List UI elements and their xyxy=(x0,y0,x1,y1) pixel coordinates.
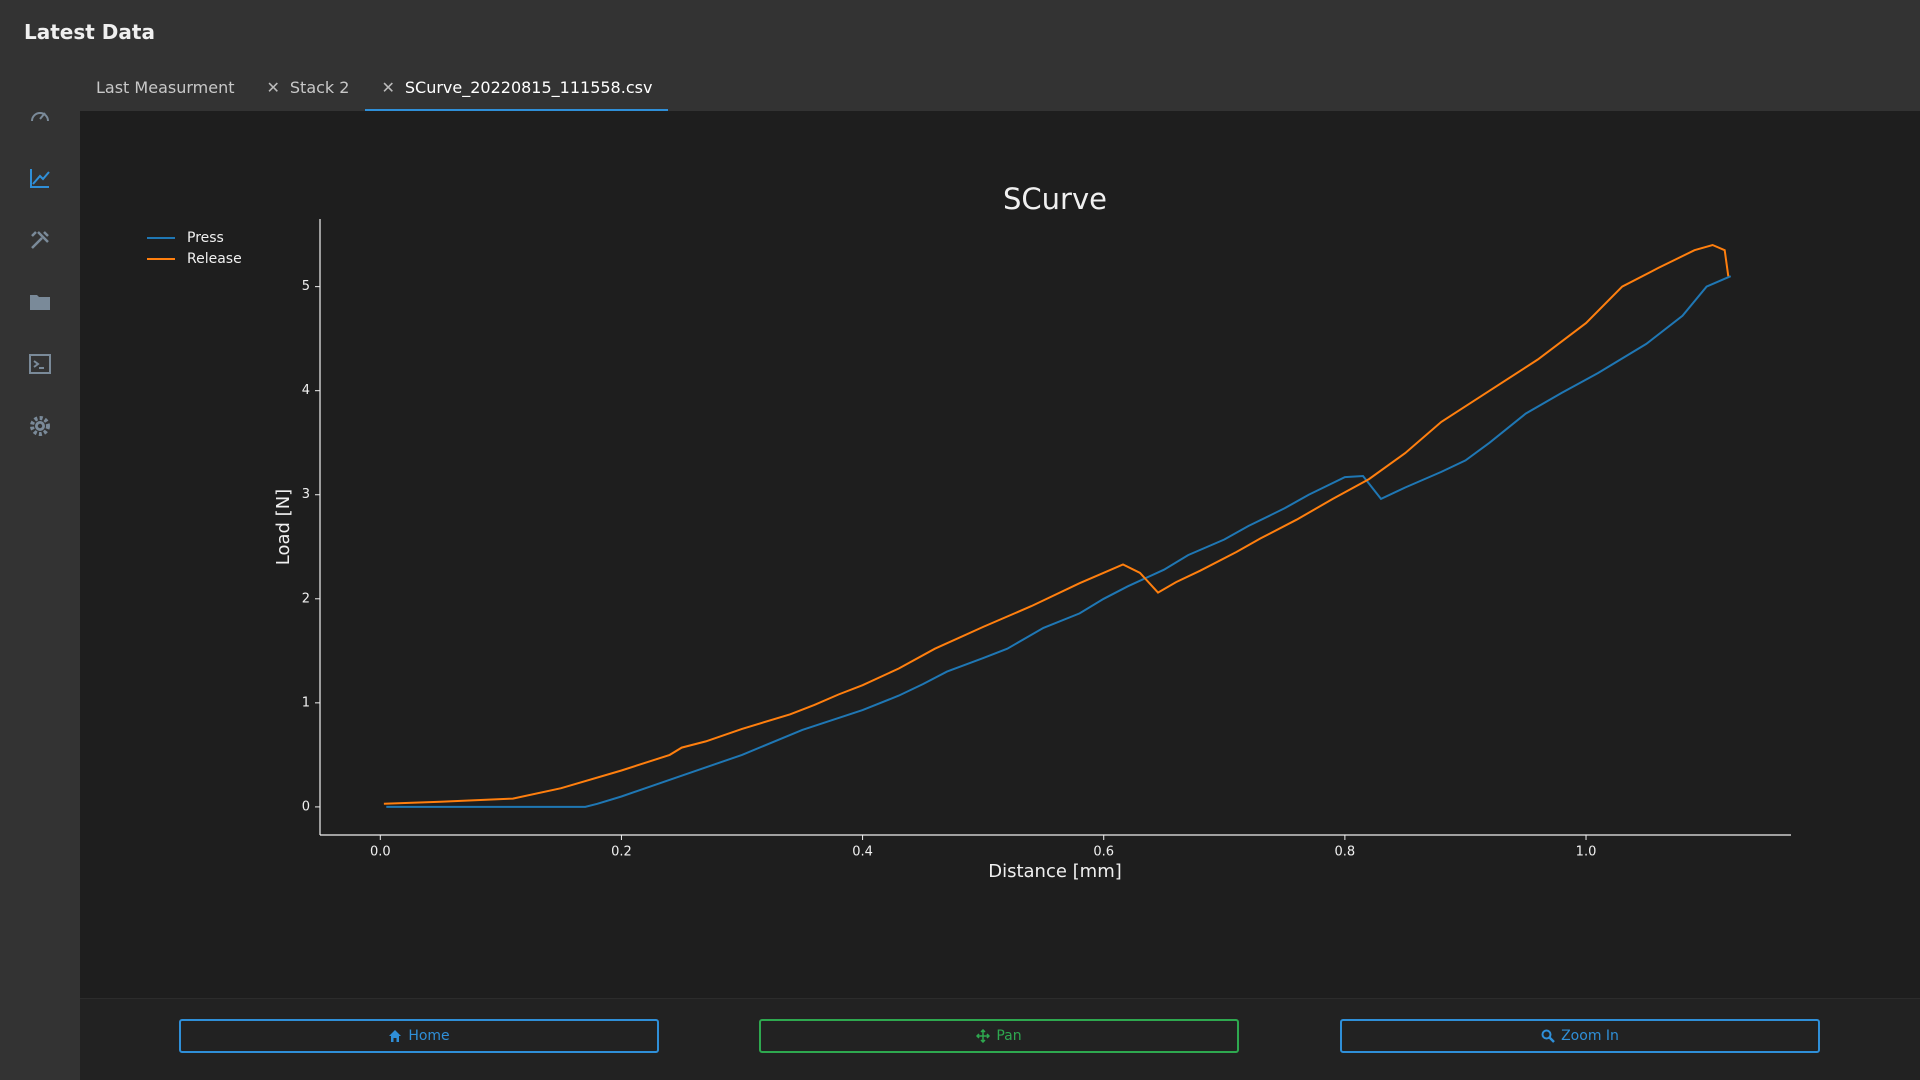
legend-label: Press xyxy=(187,230,224,246)
y-tick-label: 4 xyxy=(302,383,310,398)
button-label: Zoom In xyxy=(1561,1028,1619,1044)
nav-chart[interactable] xyxy=(28,166,52,190)
y-tick-label: 5 xyxy=(302,279,310,294)
y-axis-label: Load [N] xyxy=(273,489,294,565)
x-axis-label: Distance [mm] xyxy=(988,861,1122,882)
y-tick-label: 2 xyxy=(302,591,310,606)
line-series xyxy=(386,275,1732,808)
x-tick-label: 0.0 xyxy=(370,845,391,860)
tab-bar: Last Measurment ✕ Stack 2 ✕ SCurve_2022081… xyxy=(80,72,669,111)
close-icon[interactable]: ✕ xyxy=(266,78,280,97)
nav-dashboard[interactable] xyxy=(28,104,52,128)
nav-terminal[interactable] xyxy=(28,352,52,376)
zoom-icon xyxy=(1541,1029,1555,1043)
nav-settings[interactable] xyxy=(28,414,52,438)
y-tick-label: 3 xyxy=(302,487,310,502)
tab-label: Stack 2 xyxy=(289,78,350,97)
close-icon[interactable]: ✕ xyxy=(381,78,395,97)
app-title: Latest Data xyxy=(24,20,155,44)
legend-label: Release xyxy=(187,251,242,267)
tab-label: Last Measurment xyxy=(96,78,235,97)
nav-folder[interactable] xyxy=(28,290,52,314)
tab[interactable]: ✕ Stack 2 xyxy=(250,72,365,111)
button-label: Pan xyxy=(996,1028,1022,1044)
nav-tools[interactable] xyxy=(28,228,52,252)
button-label: Home xyxy=(408,1028,450,1044)
chart-title: SCurve xyxy=(1003,182,1107,216)
x-tick-label: 1.0 xyxy=(1576,845,1597,860)
x-tick-label: 0.6 xyxy=(1093,845,1114,860)
zoom-button[interactable]: Zoom In xyxy=(1340,1019,1820,1053)
home-button[interactable]: Home xyxy=(179,1019,659,1053)
y-tick-label: 0 xyxy=(302,799,310,814)
x-tick-label: 0.4 xyxy=(852,845,873,860)
home-icon xyxy=(389,1030,402,1042)
pan-icon xyxy=(976,1029,991,1043)
x-tick-label: 0.2 xyxy=(611,845,632,860)
tab-active[interactable]: ✕ SCurve_20220815_111558.csv xyxy=(365,72,669,111)
tab-label: SCurve_20220815_111558.csv xyxy=(404,78,653,97)
tab[interactable]: Last Measurment xyxy=(80,72,250,111)
toolbar: Home Pan Zoom In xyxy=(80,998,1920,1080)
y-tick-label: 1 xyxy=(302,695,310,710)
line-series xyxy=(383,243,1730,805)
sidebar xyxy=(0,90,80,476)
pan-button[interactable]: Pan xyxy=(759,1019,1239,1053)
chart: SCurve Distance [mm] Load [N] 0.0 0.2 0.4 0… xyxy=(147,182,1791,882)
plot-area: SCurve Distance [mm] Load [N] 0.0 0.2 0.4 0… xyxy=(80,111,1920,998)
x-tick-label: 0.8 xyxy=(1335,845,1356,860)
